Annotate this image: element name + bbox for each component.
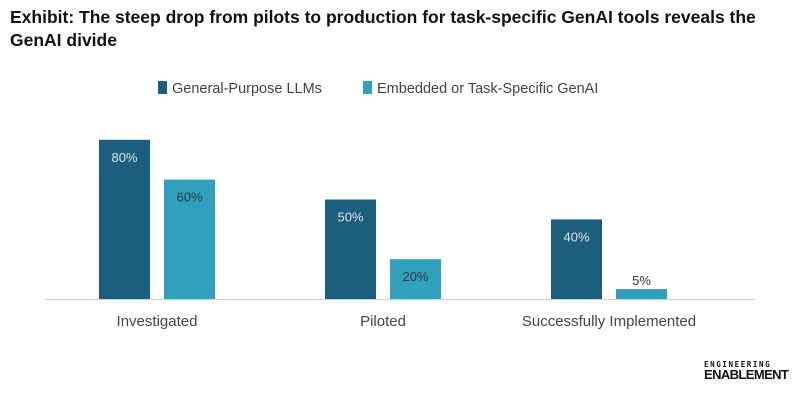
logo-line-1: ENGINEERING: [704, 360, 772, 369]
legend-label: General-Purpose LLMs: [172, 81, 322, 97]
bar: [164, 179, 215, 299]
data-label: 80%: [111, 150, 137, 165]
logo-line-2: ENABLEMENT: [704, 367, 789, 382]
chart-title: Exhibit: The steep drop from pilots to p…: [10, 7, 756, 50]
data-label: 60%: [176, 190, 202, 205]
legend-swatch: [363, 81, 372, 94]
bar: [99, 139, 150, 299]
bar: [390, 259, 441, 299]
bar: [616, 289, 667, 299]
data-label: 40%: [563, 229, 589, 244]
data-label: 5%: [632, 273, 651, 288]
legend-label: Embedded or Task-Specific GenAI: [377, 81, 598, 97]
category-label: Successfully Implemented: [522, 313, 696, 330]
category-label: Piloted: [360, 313, 406, 330]
engineering-enablement-logo: ENGINEERING ENABLEMENT: [704, 360, 789, 382]
category-label: Investigated: [117, 313, 198, 330]
data-label: 50%: [337, 210, 363, 225]
data-label: 20%: [402, 269, 428, 284]
bar: [551, 219, 602, 299]
bar: [325, 199, 376, 299]
legend-swatch: [158, 81, 167, 94]
